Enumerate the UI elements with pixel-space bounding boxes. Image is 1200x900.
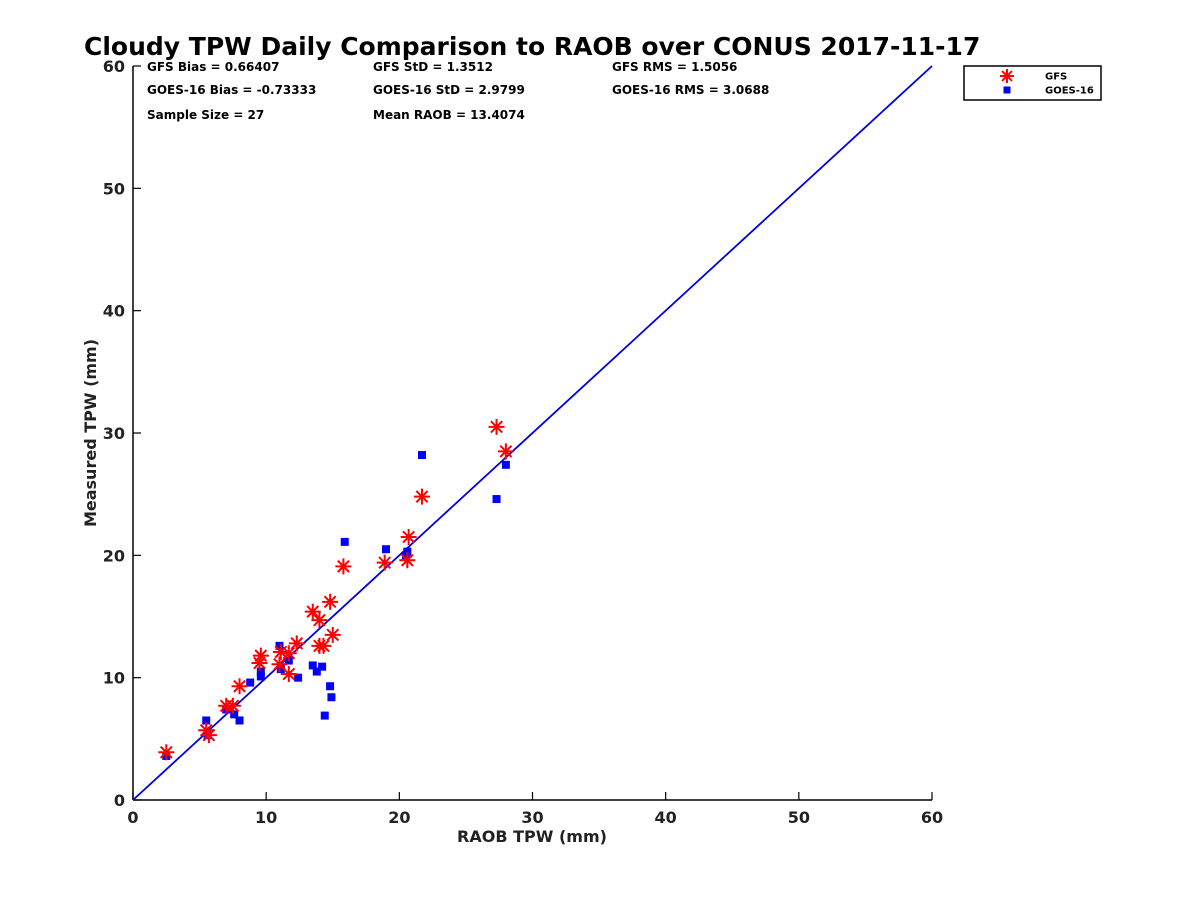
y-tick-label: 0 [114, 791, 125, 810]
series-goes-16 [162, 451, 510, 760]
legend-goes16-marker [1003, 86, 1011, 94]
goes16-point [340, 537, 349, 546]
x-axis-label: RAOB TPW (mm) [457, 827, 607, 846]
gfs-point [376, 554, 393, 571]
x-tick-label: 0 [127, 808, 138, 827]
gfs-point [335, 558, 352, 575]
legend-box [963, 65, 1102, 101]
gfs-point [271, 656, 288, 673]
mean-raob-text: Mean RAOB = 13.4074 [373, 108, 525, 122]
legend-entry-gfs: GFS [1000, 69, 1067, 83]
goes16-point [256, 672, 265, 681]
plot-area: 0 10 20 30 40 50 60 0 10 20 30 40 50 60 [103, 57, 943, 827]
gfs-point [252, 647, 269, 664]
gfs-point [315, 637, 332, 654]
gfs-point [280, 645, 297, 662]
goes-std-text: GOES-16 StD = 2.9799 [373, 83, 525, 97]
gfs-point [413, 488, 430, 505]
goes16-point [308, 661, 317, 670]
y-tick-label: 30 [103, 424, 125, 443]
gfs-point [400, 528, 417, 545]
goes16-point [230, 710, 239, 719]
goes16-point [417, 451, 426, 460]
one-to-one-line [132, 65, 933, 801]
goes16-point [256, 667, 265, 676]
x-tick-label: 50 [788, 808, 810, 827]
goes16-point [320, 711, 329, 720]
goes16-point [312, 667, 321, 676]
goes16-point [326, 682, 335, 691]
legend-entry-goes-16: GOES-16 [1003, 86, 1094, 97]
gfs-rms-text: GFS RMS = 1.5056 [612, 60, 737, 74]
goes16-point [382, 545, 391, 554]
gfs-point [198, 722, 215, 739]
goes16-point [275, 641, 284, 650]
gfs-point [304, 603, 321, 620]
legend-gfs-marker [1000, 69, 1014, 83]
legend-label: GFS [1045, 72, 1067, 83]
x-tick-label: 20 [388, 808, 410, 827]
goes16-point [246, 678, 255, 687]
gfs-point [288, 635, 305, 652]
x-tick-label: 40 [655, 808, 677, 827]
x-tick-label: 60 [921, 808, 943, 827]
goes-bias-text: GOES-16 Bias = -0.73333 [147, 83, 316, 97]
gfs-point [200, 727, 217, 744]
x-tick-label: 30 [521, 808, 543, 827]
gfs-point [488, 418, 505, 435]
goes16-point [327, 693, 336, 702]
goes16-point [235, 716, 244, 725]
y-tick-label: 10 [103, 669, 125, 688]
statistics-annotations: GFS Bias = 0.66407 GOES-16 Bias = -0.733… [147, 60, 769, 122]
gfs-point [324, 626, 341, 643]
goes16-point [276, 665, 285, 674]
goes-rms-text: GOES-16 RMS = 3.0688 [612, 83, 769, 97]
y-tick-label: 50 [103, 179, 125, 198]
goes16-point [318, 662, 327, 671]
gfs-std-text: GFS StD = 1.3512 [373, 60, 493, 74]
gfs-point [158, 744, 175, 761]
series-gfs [158, 418, 514, 761]
y-axis-label: Measured TPW (mm) [81, 339, 100, 527]
gfs-point [251, 654, 268, 671]
goes16-point [403, 547, 412, 556]
gfs-point [497, 443, 514, 460]
gfs-point [231, 678, 248, 695]
gfs-bias-text: GFS Bias = 0.66407 [147, 60, 279, 74]
legend-label: GOES-16 [1045, 86, 1094, 97]
x-tick-label: 10 [255, 808, 277, 827]
goes16-point [501, 460, 510, 469]
chart-title: Cloudy TPW Daily Comparison to RAOB over… [84, 32, 980, 61]
y-tick-label: 40 [103, 302, 125, 321]
gfs-point [224, 697, 241, 714]
y-tick-label: 60 [103, 57, 125, 76]
goes16-point [492, 495, 501, 504]
gfs-point [399, 552, 416, 569]
gfs-point [272, 643, 289, 660]
gfs-point [280, 666, 297, 682]
gfs-point [322, 593, 339, 610]
y-tick-label: 20 [103, 546, 125, 565]
goes16-point [294, 673, 303, 682]
legend: GFS GOES-16 [963, 65, 1102, 101]
sample-size-text: Sample Size = 27 [147, 108, 264, 122]
goes16-point [202, 716, 211, 725]
gfs-point [311, 612, 328, 629]
